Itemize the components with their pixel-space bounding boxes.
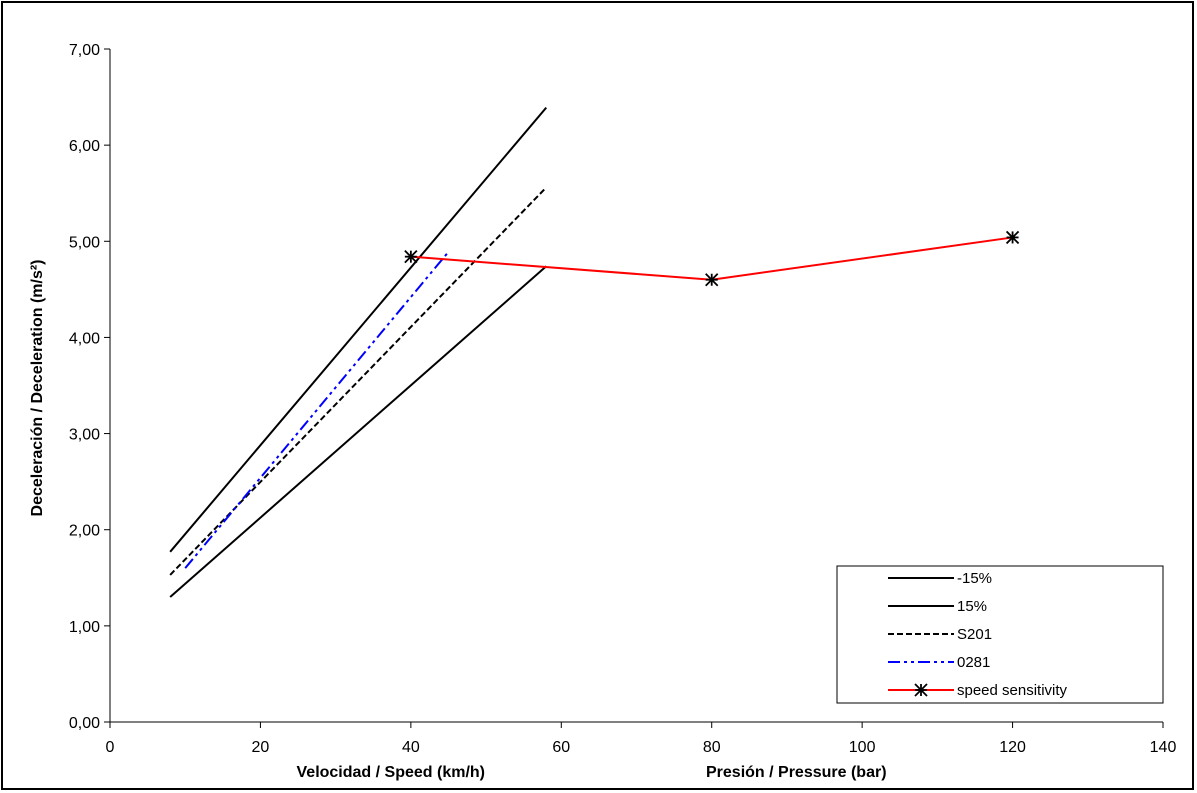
- x-axis-title-right: Presión / Pressure (bar): [706, 764, 887, 781]
- y-tick-label: 0,00: [69, 715, 100, 732]
- legend-label: 15%: [957, 598, 987, 615]
- data-point-marker: [705, 273, 719, 287]
- data-point-marker: [1005, 230, 1020, 245]
- legend-label: S201: [957, 626, 992, 643]
- y-tick-label: 5,00: [69, 234, 100, 251]
- x-tick-label: 80: [703, 739, 721, 756]
- x-tick-label: 20: [252, 739, 270, 756]
- legend-label: speed sensitivity: [957, 682, 1068, 699]
- y-ticks: 0,00 1,00 2,00 3,00 4,00 5,00 6,00 7,00: [69, 42, 110, 732]
- series-line-2: [169, 186, 547, 576]
- legend-items: -15% 15% S201 0281 speed sensitivity: [888, 570, 1068, 699]
- x-axis-title-left: Velocidad / Speed (km/h): [297, 764, 486, 781]
- series-line-0: [169, 107, 548, 553]
- y-tick-label: 4,00: [69, 330, 100, 347]
- legend-label: -15%: [957, 570, 992, 587]
- data-point-marker: [404, 250, 418, 264]
- plot-lines: [169, 107, 1020, 598]
- series-line-4: [410, 236, 1013, 281]
- x-tick-label: 60: [552, 739, 570, 756]
- x-ticks: 0 20 40 60 80 100 120 140: [106, 722, 1177, 756]
- series-line-1: [169, 265, 547, 598]
- data-point-marker: [914, 683, 928, 697]
- x-tick-label: 40: [402, 739, 420, 756]
- x-tick-label: 120: [999, 739, 1026, 756]
- legend-label: 0281: [957, 654, 990, 671]
- series-line-3: [184, 251, 450, 569]
- y-tick-label: 1,00: [69, 619, 100, 636]
- x-tick-label: 100: [849, 739, 876, 756]
- legend: -15% 15% S201 0281 speed sensitivity: [836, 565, 1164, 704]
- y-tick-label: 2,00: [69, 523, 100, 540]
- y-tick-label: 6,00: [69, 138, 100, 155]
- y-tick-label: 3,00: [69, 427, 100, 444]
- y-axis-title: Deceleración / Deceleration (m/s²): [29, 260, 46, 517]
- x-tick-label: 140: [1150, 739, 1177, 756]
- x-tick-label: 0: [106, 739, 115, 756]
- axes: [109, 49, 1163, 723]
- y-tick-label: 7,00: [69, 42, 100, 59]
